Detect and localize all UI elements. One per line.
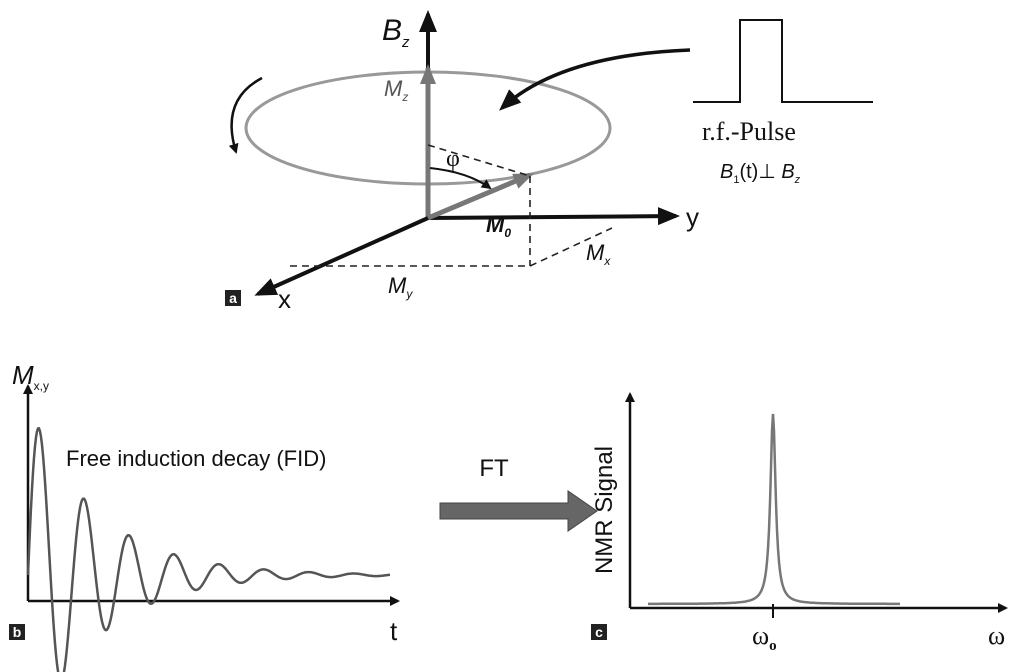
rotation-arrow bbox=[228, 76, 263, 154]
y-label: y bbox=[686, 202, 699, 232]
ft-arrow bbox=[439, 490, 598, 532]
panel-letter: b bbox=[13, 624, 22, 640]
pulse-arrow bbox=[499, 48, 691, 111]
panel-c: NMR Signal ωo ω c bbox=[591, 392, 1008, 654]
panel-letter: a bbox=[229, 290, 237, 306]
y-axis bbox=[427, 207, 680, 226]
x-axis bbox=[254, 216, 429, 296]
transform: FT bbox=[439, 455, 598, 532]
x-label: x bbox=[278, 284, 291, 314]
rf-pulse bbox=[693, 19, 873, 103]
peak-label: ωo bbox=[752, 621, 777, 654]
mx-label: Mx bbox=[586, 240, 611, 268]
x-label: ω bbox=[988, 621, 1005, 650]
projection-lines bbox=[290, 144, 613, 267]
fid-curve bbox=[26, 427, 391, 672]
bz-label: Bz bbox=[382, 14, 410, 51]
pulse-condition: B1(t)⊥ Bz bbox=[720, 161, 801, 186]
panel-letter: c bbox=[595, 624, 603, 640]
panel-letter-box bbox=[591, 624, 607, 640]
y-label: Mx,y bbox=[12, 360, 49, 393]
x-label: t bbox=[390, 616, 398, 646]
y-label: NMR Signal bbox=[591, 446, 618, 574]
m0-vector bbox=[427, 172, 534, 221]
panel-a: Bz Mz φ M0 y x My Mx a r.f.-Pulse B1(t)⊥… bbox=[225, 10, 873, 314]
phi-label: φ bbox=[446, 146, 460, 172]
my-label: My bbox=[388, 273, 413, 301]
panel-b: Mx,y Free induction decay (FID) t b bbox=[9, 360, 400, 672]
mz-label: Mz bbox=[384, 76, 408, 104]
pulse-label: r.f.-Pulse bbox=[702, 117, 796, 146]
ft-label: FT bbox=[479, 455, 509, 482]
panel-letter-box bbox=[9, 624, 25, 640]
caption: Free induction decay (FID) bbox=[66, 446, 326, 471]
angle-arc bbox=[429, 167, 492, 190]
panel-letter-box bbox=[225, 290, 241, 306]
m0-label: M0 bbox=[486, 212, 511, 240]
spectrum-curve bbox=[648, 413, 900, 606]
